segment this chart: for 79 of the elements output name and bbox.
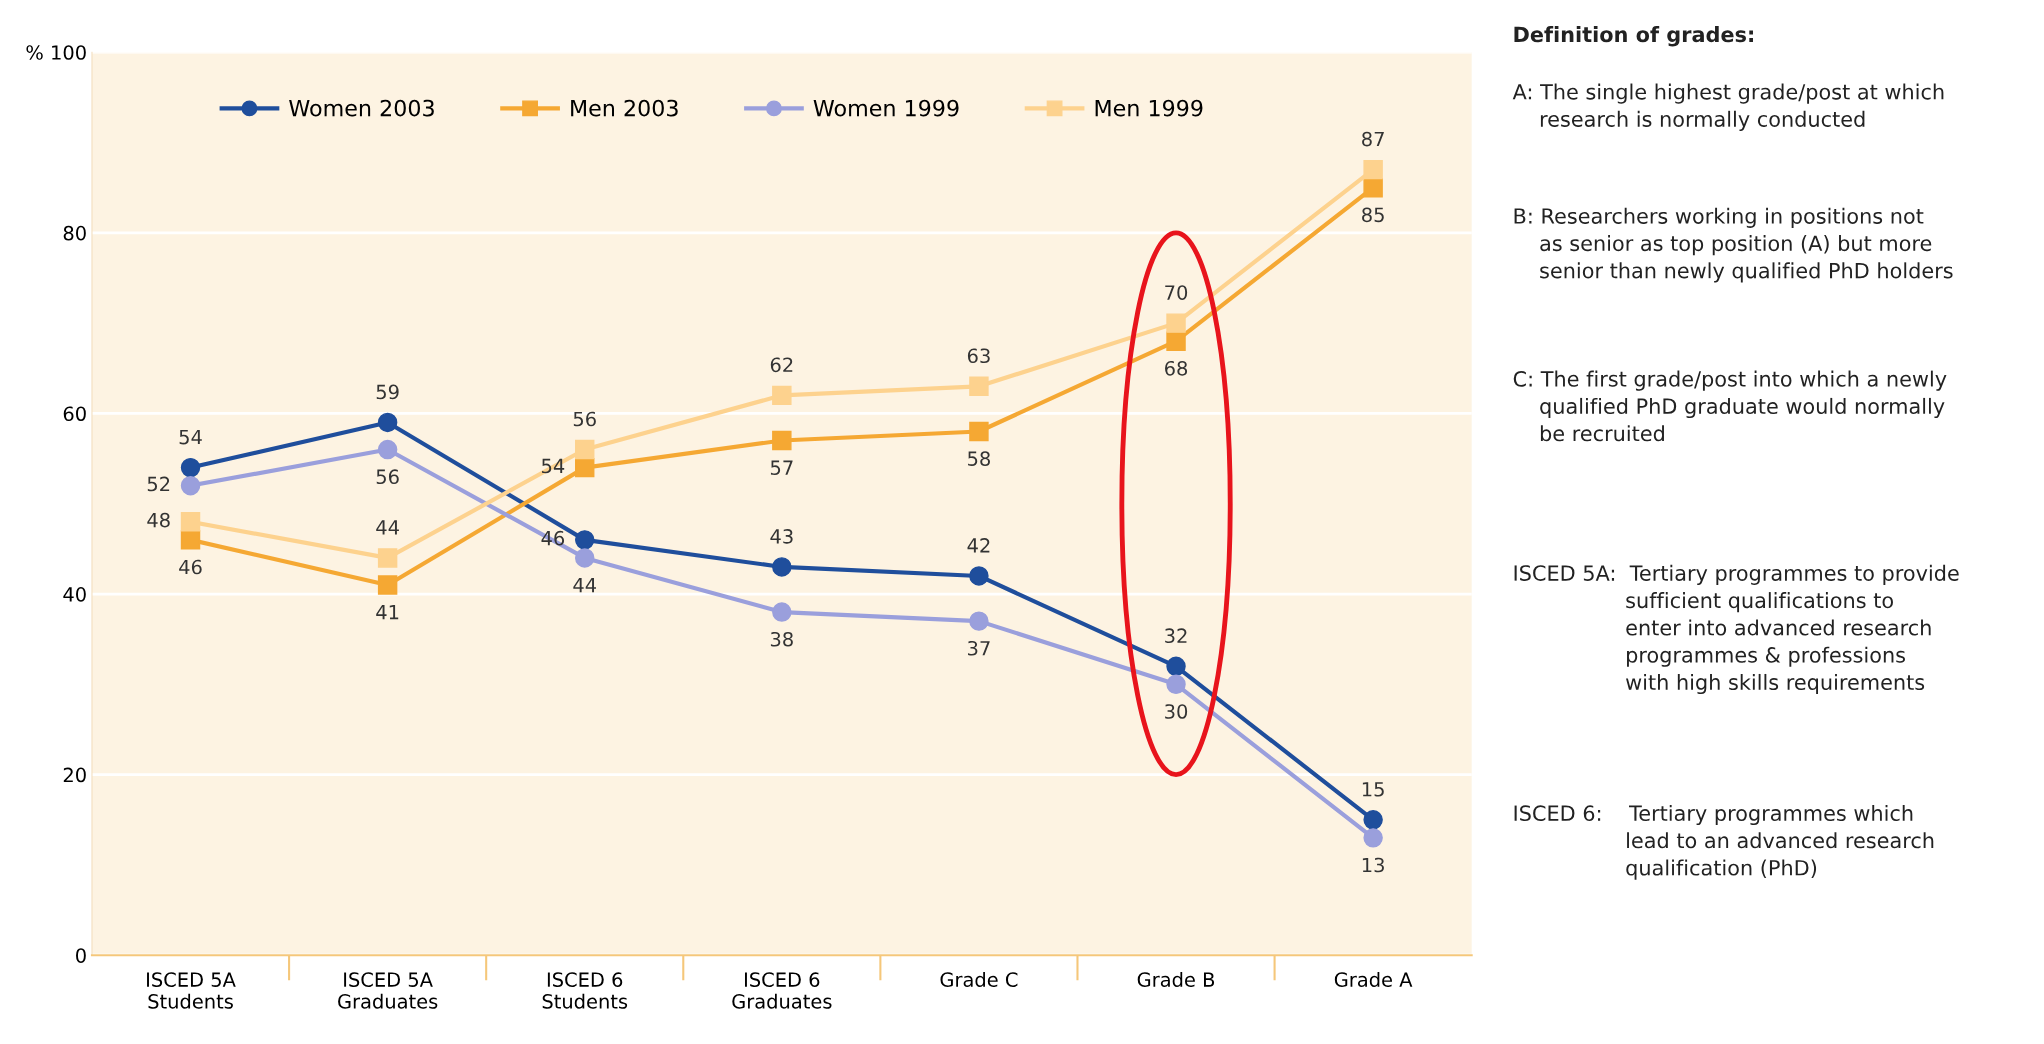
text: C: The first grade/post into which a newly qualified PhD graduate would normally be recruited bbox=[1513, 370, 1947, 442]
x-tick-label: Grade C bbox=[940, 971, 1018, 987]
point bbox=[969, 376, 989, 397]
point bbox=[772, 602, 792, 622]
point bbox=[1166, 313, 1186, 333]
point bbox=[377, 575, 398, 595]
data-label: 15 bbox=[1362, 782, 1384, 797]
data-label: 52 bbox=[147, 476, 170, 492]
data-label: 63 bbox=[967, 348, 990, 364]
point bbox=[180, 457, 201, 478]
point bbox=[1363, 177, 1383, 198]
legend-label: Women 2003 bbox=[289, 99, 434, 117]
data-label: 32 bbox=[1165, 628, 1187, 644]
point bbox=[969, 566, 989, 586]
data-label: 42 bbox=[967, 538, 990, 553]
point bbox=[575, 530, 595, 550]
y-tick-label: 0 bbox=[76, 948, 86, 963]
text: A: The single highest grade/post at which research is normally conducted bbox=[1512, 83, 1944, 131]
data-label: 38 bbox=[770, 631, 793, 647]
data-label: 62 bbox=[770, 357, 793, 373]
data-label: 58 bbox=[968, 451, 990, 466]
data-label: 48 bbox=[147, 512, 170, 528]
point bbox=[1363, 828, 1383, 848]
data-label: 54 bbox=[179, 429, 202, 445]
data-label: 56 bbox=[573, 411, 596, 427]
x-tick-label: Grade B bbox=[1137, 971, 1215, 987]
text: ISCED 5A: Tertiary programmes to provide sufficient qualifications to enter into advanced research programmes & professions with high skills requirements bbox=[1514, 564, 1959, 695]
legend-label: Men 2003 bbox=[571, 99, 678, 117]
point bbox=[969, 611, 989, 631]
data-label: 44 bbox=[376, 520, 399, 535]
point bbox=[772, 557, 792, 577]
data-label: 43 bbox=[770, 529, 793, 544]
x-tick-label: ISCED 6 Students bbox=[542, 972, 628, 1009]
point bbox=[1363, 159, 1383, 180]
y-tick-label: % 100 bbox=[26, 45, 86, 60]
text: B: Researchers working in positions not as senior as top position (A) but more senior than newly qualified PhD holders bbox=[1514, 207, 1953, 283]
data-label: 41 bbox=[376, 605, 399, 620]
point bbox=[772, 385, 792, 406]
x-tick-label: Grade A bbox=[1334, 971, 1413, 987]
text: Definition of grades: bbox=[1514, 26, 1753, 47]
point bbox=[1166, 674, 1186, 695]
data-label: 54 bbox=[542, 458, 565, 474]
point bbox=[1363, 810, 1383, 830]
data-label: 30 bbox=[1165, 704, 1188, 719]
x-tick-label: ISCED 5A Students bbox=[147, 972, 236, 1009]
y-tick-label: 20 bbox=[63, 767, 86, 783]
y-tick-label: 40 bbox=[63, 586, 86, 602]
data-label: 70 bbox=[1165, 285, 1188, 300]
data-label: 46 bbox=[541, 530, 565, 546]
data-label: 59 bbox=[376, 384, 399, 400]
y-tick-label: 60 bbox=[63, 406, 86, 422]
x-tick-label: ISCED 5A Graduates bbox=[338, 972, 438, 1009]
point bbox=[969, 421, 989, 442]
data-label: 68 bbox=[1165, 360, 1188, 376]
point bbox=[575, 548, 595, 568]
data-label: 46 bbox=[179, 559, 202, 575]
point bbox=[1166, 331, 1186, 351]
point bbox=[377, 439, 398, 460]
point bbox=[575, 457, 595, 478]
point bbox=[377, 548, 398, 568]
x-tick-label: ISCED 6 Graduates bbox=[732, 972, 832, 1009]
data-label: 44 bbox=[573, 577, 597, 593]
point bbox=[1166, 656, 1186, 677]
point bbox=[180, 530, 201, 550]
data-label: 57 bbox=[770, 460, 793, 476]
point bbox=[377, 412, 398, 433]
legend-label: Men 1999 bbox=[1095, 99, 1203, 117]
data-label: 13 bbox=[1362, 857, 1384, 873]
data-label: 85 bbox=[1362, 207, 1384, 223]
point bbox=[575, 439, 595, 460]
data-label: 37 bbox=[968, 640, 990, 656]
point bbox=[180, 475, 201, 496]
point bbox=[180, 512, 201, 532]
legend-label: Women 1999 bbox=[813, 99, 959, 117]
y-tick-label: 80 bbox=[63, 225, 86, 241]
data-label: 56 bbox=[376, 469, 399, 485]
point bbox=[772, 430, 792, 451]
data-label: 87 bbox=[1362, 131, 1384, 147]
text: ISCED 6: Tertiary programmes which lead to an advanced research qualification (PhD) bbox=[1514, 804, 1934, 880]
